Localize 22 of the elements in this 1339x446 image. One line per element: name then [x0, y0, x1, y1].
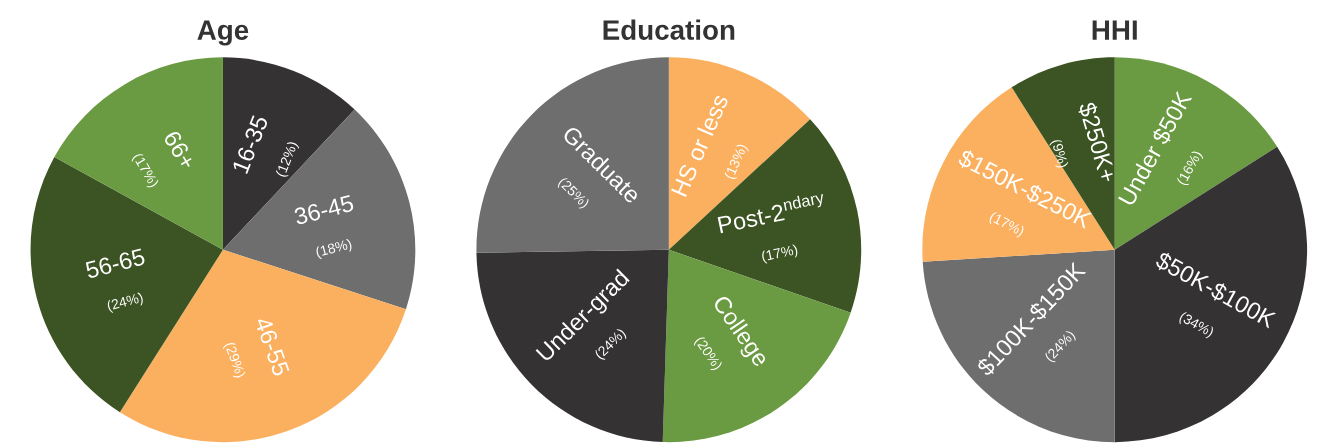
pie-slice [476, 57, 669, 253]
chart-title: Age [197, 20, 249, 46]
pie-slice [1114, 57, 1278, 250]
data-label: (17%) [761, 244, 799, 265]
chart-title: Education [603, 19, 735, 40]
slice-label: Post-2$^{ndary}$ [717, 194, 826, 234]
pie-slice [1114, 146, 1308, 443]
slice-label: 16-35 [231, 114, 269, 175]
data-label: (12%) [275, 140, 301, 179]
slice-label: 46-55 [254, 315, 290, 377]
data-label: (24%) [106, 291, 144, 314]
data-label: (29%) [222, 341, 247, 380]
data-label: (18%) [315, 238, 353, 260]
pie-slice [54, 57, 223, 250]
pie-slice [922, 249, 1115, 443]
pie-slice [222, 109, 416, 310]
chart-title: HHI [1092, 20, 1137, 40]
slice-label: 56-65 [84, 248, 146, 279]
slice-label: 66+ [163, 129, 197, 171]
slice-label: 36-45 [293, 194, 355, 226]
pie-slice [922, 87, 1115, 262]
pie-slice [476, 249, 669, 443]
